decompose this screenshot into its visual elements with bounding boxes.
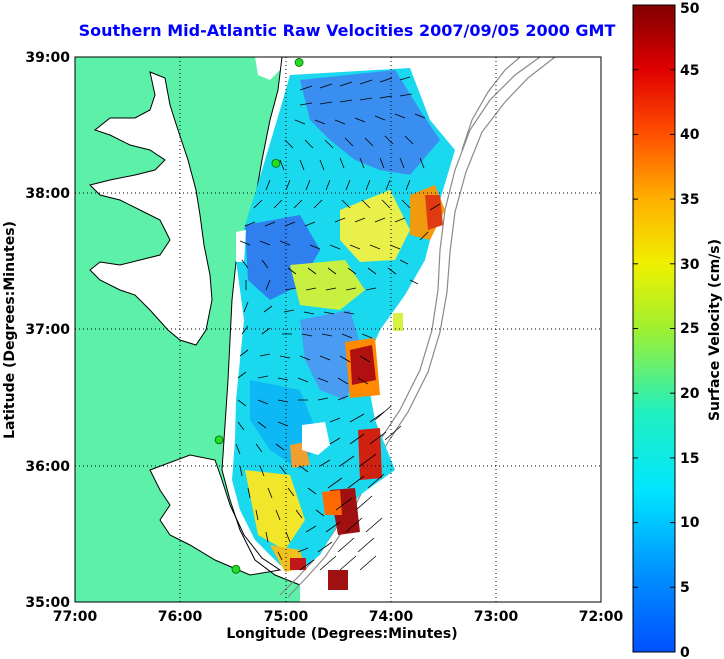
x-tick-label: 77:00 [53,609,98,625]
y-tick-label: 36:00 [25,459,70,475]
y-tick-label: 37:00 [25,322,70,338]
colorbar-tick-label: 20 [680,386,700,402]
x-axis: 77:00 76:00 75:00 74:00 73:00 72:00 Long… [53,609,624,642]
colorbar-tick-label: 35 [680,192,699,208]
y-tick-label: 38:00 [25,186,70,202]
plot-frame [74,56,602,603]
x-axis-label: Longitude (Degrees:Minutes) [226,626,457,642]
lat-lon-grid [75,57,601,602]
colorbar-tick-label: 10 [680,515,700,531]
radar-stations [214,58,304,574]
colorbar-tick-label: 50 [680,1,700,17]
colorbar-tick-label: 0 [680,645,690,659]
radar-station-marker [214,435,224,445]
x-tick-label: 74:00 [369,609,414,625]
colorbar-label: Surface Velocity (cm/s) [707,239,723,421]
radar-station-marker [271,158,281,168]
radar-station-marker [294,58,304,67]
y-axis: 35:00 36:00 37:00 38:00 39:00 Latitude (… [2,50,70,611]
colorbar-scale [632,4,676,653]
colorbar-tick-label: 40 [680,127,700,143]
x-tick-label: 75:00 [264,609,309,625]
y-axis-label: Latitude (Degrees:Minutes) [2,221,18,439]
colorbar-tick-label: 25 [680,321,699,337]
x-tick-label: 72:00 [579,609,624,625]
colorbar: 0 5 10 15 20 25 30 35 40 45 50 Surface V… [632,1,723,659]
x-tick-label: 76:00 [158,609,203,625]
colorbar-tick-label: 45 [680,63,699,79]
colorbar-tick-label: 5 [680,580,690,596]
map-title: Southern Mid-Atlantic Raw Velocities 200… [78,21,616,40]
x-tick-label: 73:00 [474,609,519,625]
delaware-bay [255,57,282,80]
velocity-vectors [235,76,441,571]
y-tick-label: 35:00 [25,595,70,611]
map-plot-area [74,56,602,603]
colorbar-tick-label: 30 [680,257,700,273]
y-tick-label: 39:00 [25,50,70,66]
radar-station-marker [231,564,241,574]
colorbar-tick-label: 15 [680,451,699,467]
bathymetry-contours [279,57,556,598]
